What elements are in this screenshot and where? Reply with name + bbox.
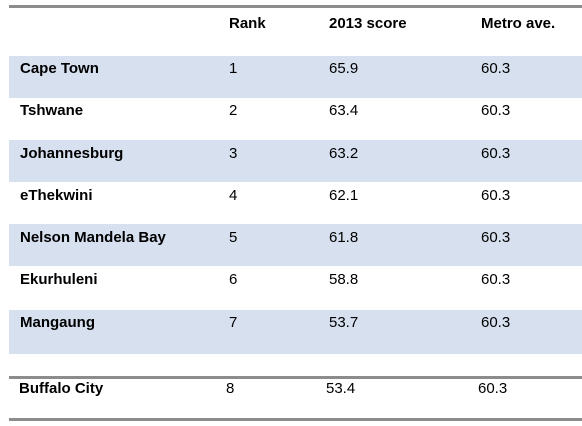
metro-average: 60.3 (481, 229, 511, 246)
header-2013-score: 2013 score (329, 15, 407, 32)
metro-score: 63.2 (329, 145, 359, 162)
metro-average: 60.3 (481, 314, 511, 331)
table-top-rule (9, 5, 582, 8)
metro-name: Tshwane (20, 102, 84, 119)
metro-name: Johannesburg (20, 145, 124, 162)
metro-rank: 6 (229, 271, 238, 288)
metro-name: Cape Town (20, 60, 99, 77)
metro-name: Nelson Mandela Bay (20, 229, 166, 246)
metro-rank: 5 (229, 229, 238, 246)
metro-average: 60.3 (481, 145, 511, 162)
metro-average: 60.3 (481, 102, 511, 119)
table-row (9, 310, 582, 354)
header-rank: Rank (229, 15, 266, 32)
metro-name: eThekwini (20, 187, 93, 204)
table-row (9, 224, 582, 266)
metro-score: 62.1 (329, 187, 359, 204)
metro-score: 58.8 (329, 271, 359, 288)
metro-score: 61.8 (329, 229, 359, 246)
metro-score: 63.4 (329, 102, 359, 119)
table-row (9, 140, 582, 182)
table-row (9, 56, 582, 98)
footer-metro-score: 53.4 (326, 380, 356, 397)
metro-rank: 3 (229, 145, 238, 162)
metro-average: 60.3 (481, 271, 511, 288)
footer-metro-rank: 8 (226, 380, 235, 397)
footer-metro-average: 60.3 (478, 380, 508, 397)
metro-rank: 2 (229, 102, 238, 119)
metro-average: 60.3 (481, 187, 511, 204)
metro-score: 53.7 (329, 314, 359, 331)
metro-name: Mangaung (20, 314, 95, 331)
header-metro-ave: Metro ave. (481, 15, 556, 32)
metro-rank: 7 (229, 314, 238, 331)
footer-metro-name: Buffalo City (19, 380, 104, 397)
footer-separator-rule (9, 376, 582, 379)
metro-average: 60.3 (481, 60, 511, 77)
metro-name: Ekurhuleni (20, 271, 98, 288)
metro-rank: 4 (229, 187, 238, 204)
table-bottom-rule (9, 418, 582, 421)
metro-rank: 1 (229, 60, 238, 77)
metro-score: 65.9 (329, 60, 359, 77)
